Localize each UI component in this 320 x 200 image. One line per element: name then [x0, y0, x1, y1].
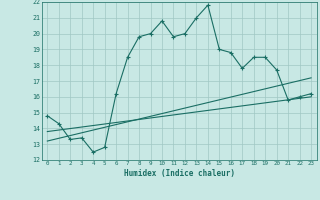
X-axis label: Humidex (Indice chaleur): Humidex (Indice chaleur)	[124, 169, 235, 178]
